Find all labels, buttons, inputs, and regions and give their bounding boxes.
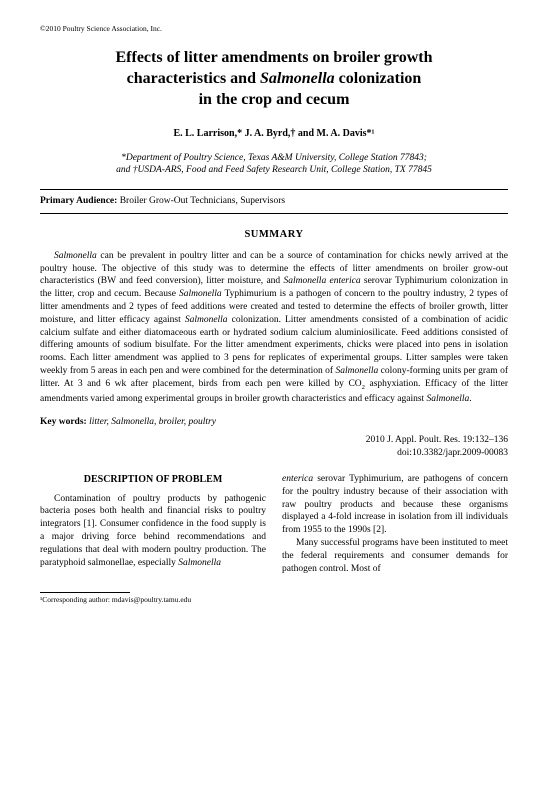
summary-seg-m: . [469,394,471,404]
citation-journal: 2010 J. Appl. Poult. Res. 19:132–136 [366,435,508,445]
divider-bottom [40,213,508,214]
col2-paragraph-2: Many successful programs have been insti… [282,537,508,575]
title-line-3: in the crop and cecum [199,91,350,108]
summary-ital-2: Salmonella enterica [283,276,360,286]
summary-ital-3: Salmonella [179,289,222,299]
summary-ital-5: Salmonella [335,366,378,376]
summary-ital-1: Salmonella [54,251,97,261]
col2-p1-text: serovar Typhimurium, are pathogens of co… [282,474,508,535]
footnote-divider [40,592,130,593]
keywords-line: Key words: litter, Salmonella, broiler, … [40,416,508,429]
col1-paragraph-1: Contamination of poultry products by pat… [40,493,266,570]
keywords-label: Key words: [40,417,87,427]
column-right: enterica serovar Typhimurium, are pathog… [282,473,508,576]
title-line-2c: colonization [335,70,422,87]
audience-label: Primary Audience: [40,196,117,206]
paper-title: Effects of litter amendments on broiler … [40,48,508,110]
summary-ital-6: Salmonella [427,394,470,404]
citation-block: 2010 J. Appl. Poult. Res. 19:132–136 doi… [40,434,508,459]
description-heading: DESCRIPTION OF PROBLEM [40,473,266,487]
corresponding-footnote: ¹Corresponding author: mdavis@poultry.ta… [40,595,508,605]
affiliations: *Department of Poultry Science, Texas A&… [40,152,508,177]
column-left: DESCRIPTION OF PROBLEM Contamination of … [40,473,266,576]
col1-p1-ital: Salmonella [178,558,221,568]
affil-line-2: and †USDA-ARS, Food and Feed Safety Rese… [116,165,432,175]
primary-audience: Primary Audience: Broiler Grow-Out Techn… [40,190,508,213]
summary-heading: SUMMARY [40,228,508,242]
summary-text: Salmonella can be prevalent in poultry l… [40,250,508,406]
audience-value: Broiler Grow-Out Technicians, Supervisor… [117,196,285,206]
title-line-2a: characteristics and [127,70,260,87]
affil-line-1: *Department of Poultry Science, Texas A&… [121,153,427,163]
col2-p1-ital: enterica [282,474,313,484]
col2-paragraph-1: enterica serovar Typhimurium, are pathog… [282,473,508,537]
author-list: E. L. Larrison,* J. A. Byrd,† and M. A. … [40,127,508,141]
keywords-value: litter, Salmonella, broiler, poultry [87,417,216,427]
title-line-1: Effects of litter amendments on broiler … [116,49,433,66]
summary-ital-4: Salmonella [185,315,228,325]
title-genus: Salmonella [260,70,335,87]
body-columns: DESCRIPTION OF PROBLEM Contamination of … [40,473,508,576]
copyright-line: ©2010 Poultry Science Association, Inc. [40,24,508,34]
citation-doi: doi:10.3382/japr.2009-00083 [397,448,508,458]
col1-p1-text: Contamination of poultry products by pat… [40,494,266,568]
